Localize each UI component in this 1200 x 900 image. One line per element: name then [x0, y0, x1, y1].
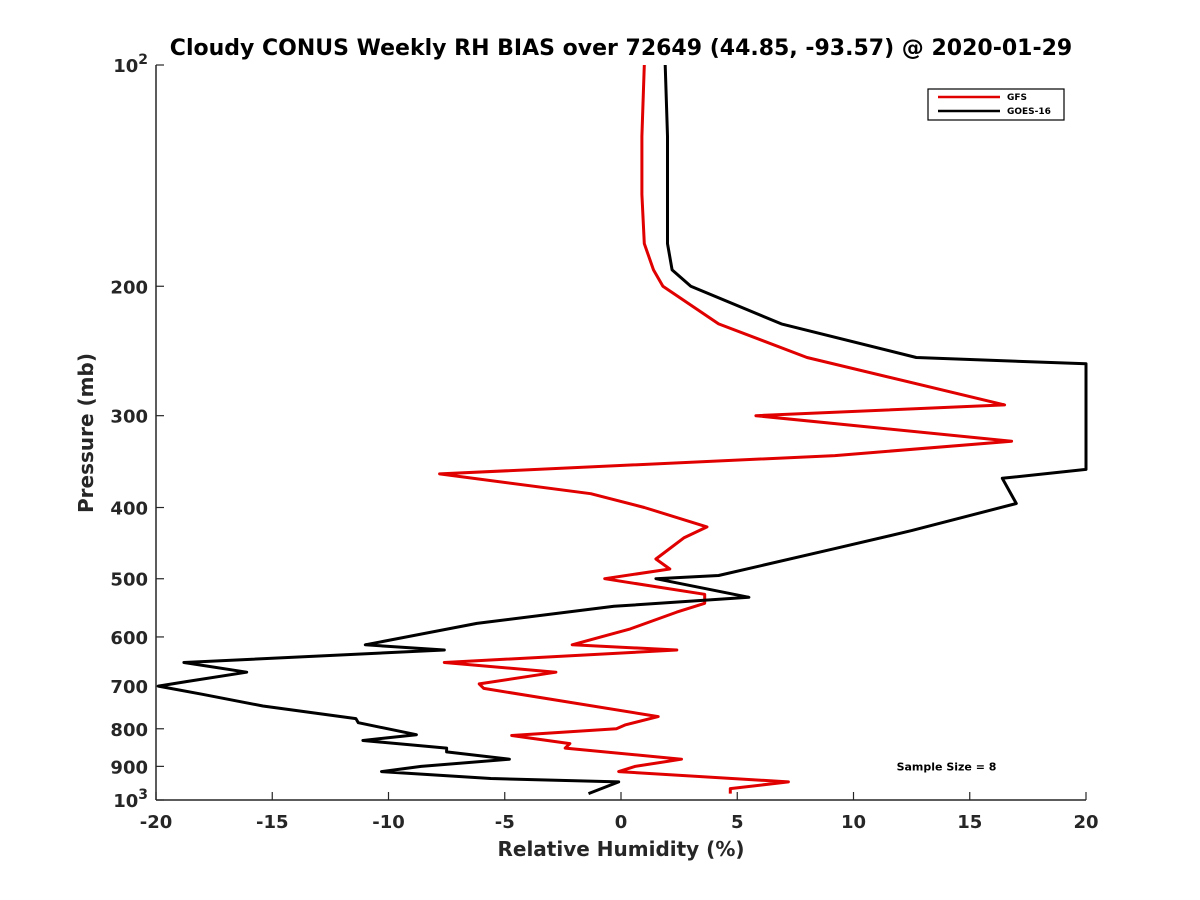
y-tick-label: 300 [110, 407, 148, 428]
legend-box [927, 88, 1065, 121]
y-tick-label: 500 [110, 570, 148, 591]
x-axis-ticks: -20 -15 -10 -5 0 5 10 15 20 [140, 792, 1099, 833]
x-tick-label: -5 [495, 812, 515, 833]
x-tick-label: 0 [615, 812, 628, 833]
y-tick-label: 200 [110, 277, 148, 298]
x-tick-label: -15 [256, 812, 289, 833]
x-tick-label: -20 [140, 812, 173, 833]
y-tick-label: 900 [110, 757, 148, 778]
legend-label-gfs: GFS [1007, 93, 1027, 103]
x-tick-label: 10 [841, 812, 866, 833]
y-tick-label: 600 [110, 628, 148, 649]
y-tick-label: 800 [110, 720, 148, 741]
y-axis-label: Pressure (mb) [74, 353, 98, 513]
y-tick-label: 102 [113, 52, 148, 77]
series-lines [156, 64, 1088, 795]
x-tick-label: 15 [957, 812, 982, 833]
sample-size-annotation: Sample Size = 8 [897, 760, 997, 773]
x-tick-label: -10 [372, 812, 405, 833]
x-axis-label: Relative Humidity (%) [497, 837, 744, 861]
y-axis-ticks: 102 200 300 400 500 600 700 800 900 103 [110, 52, 164, 812]
legend-label-goes16: GOES-16 [1007, 107, 1051, 117]
series-line-goes-16 [156, 64, 1088, 795]
y-tick-label: 400 [110, 499, 148, 520]
legend: GFS GOES-16 [927, 88, 1065, 121]
y-tick-label: 700 [110, 677, 148, 698]
y-tick-label: 103 [113, 787, 148, 812]
chart-title: Cloudy CONUS Weekly RH BIAS over 72649 (… [170, 36, 1072, 61]
x-tick-label: 20 [1073, 812, 1098, 833]
x-tick-label: 5 [731, 812, 744, 833]
